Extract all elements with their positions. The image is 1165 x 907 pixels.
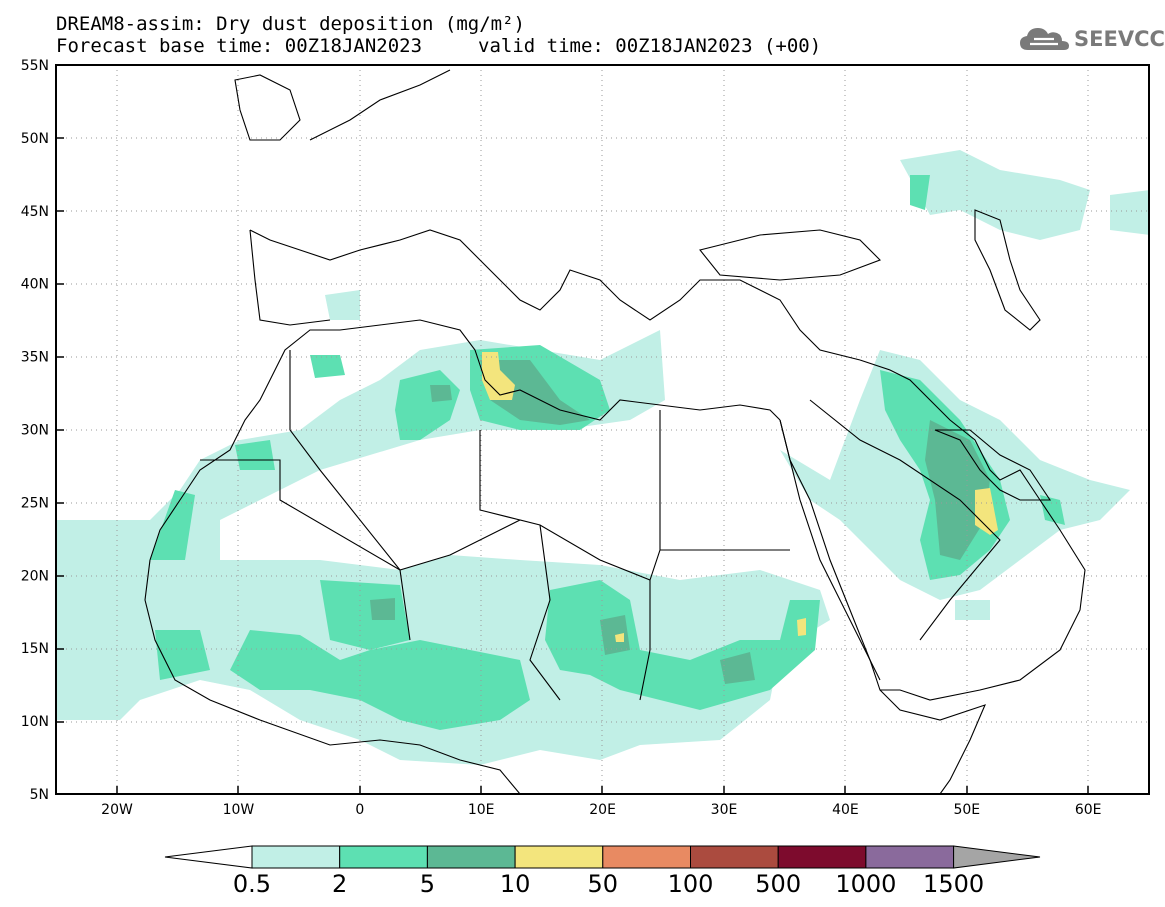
latitude-label: 35N bbox=[21, 350, 49, 366]
cloud-icon bbox=[1020, 28, 1069, 50]
logo-text: SEEVCCC bbox=[1074, 27, 1165, 51]
colorbar-label: 1000 bbox=[835, 870, 896, 898]
seevccc-logo bbox=[1018, 24, 1153, 56]
longitude-labels: 20W 10W 0 10E 20E 30E 40E 50E 60E bbox=[101, 802, 1101, 818]
latitude-label: 15N bbox=[21, 641, 49, 657]
longitude-label: 60E bbox=[1075, 802, 1102, 818]
colorbar-label: 5 bbox=[420, 870, 435, 898]
latitude-label: 10N bbox=[21, 714, 49, 730]
colorbar-swatch bbox=[690, 845, 779, 869]
colorbar-swatch bbox=[777, 845, 867, 869]
latitude-labels: 55N 50N 45N 40N 35N 30N 25N 20N 15N 10N 5N bbox=[21, 58, 49, 803]
colorbar: 0.5 2 5 10 50 100 500 1000 1500 bbox=[164, 845, 1041, 898]
forecast-base-time: Forecast base time: 00Z18JAN2023 bbox=[56, 35, 423, 57]
colorbar-high-arrow bbox=[953, 845, 1041, 869]
colorbar-label: 500 bbox=[755, 870, 801, 898]
longitude-label: 30E bbox=[711, 802, 738, 818]
latitude-label: 30N bbox=[21, 423, 49, 439]
longitude-label: 0 bbox=[355, 802, 364, 818]
colorbar-label: 1500 bbox=[923, 870, 984, 898]
colorbar-label: 2 bbox=[332, 870, 347, 898]
valid-time: valid time: 00Z18JAN2023 (+00) bbox=[478, 35, 822, 57]
colorbar-label: 100 bbox=[668, 870, 714, 898]
longitude-label: 10W bbox=[223, 802, 255, 818]
latitude-label: 50N bbox=[21, 131, 49, 147]
dust-shading-high bbox=[482, 352, 998, 642]
longitude-label: 10E bbox=[468, 802, 495, 818]
latitude-label: 25N bbox=[21, 495, 49, 511]
latitude-label: 45N bbox=[21, 204, 49, 220]
dust-shading-dark bbox=[370, 360, 990, 684]
colorbar-label: 50 bbox=[588, 870, 619, 898]
latitude-label: 5N bbox=[30, 787, 49, 803]
colorbar-swatch bbox=[426, 845, 516, 869]
colorbar-swatch bbox=[251, 845, 341, 869]
colorbar-label: 10 bbox=[500, 870, 531, 898]
colorbar-label: 0.5 bbox=[233, 870, 271, 898]
colorbar-low-arrow bbox=[164, 845, 253, 869]
latitude-label: 55N bbox=[21, 58, 49, 74]
colorbar-swatch bbox=[514, 845, 604, 869]
longitude-label: 50E bbox=[953, 802, 980, 818]
latitude-label: 20N bbox=[21, 568, 49, 584]
map-title: DREAM8-assim: Dry dust deposition (mg/m²… bbox=[56, 13, 525, 35]
latitude-label: 40N bbox=[21, 277, 49, 293]
tick-marks bbox=[56, 64, 1089, 794]
coastlines bbox=[144, 69, 1086, 794]
longitude-label: 20E bbox=[589, 802, 616, 818]
colorbar-swatch bbox=[865, 845, 955, 869]
longitude-label: 20W bbox=[101, 802, 133, 818]
colorbar-swatch bbox=[339, 845, 428, 869]
longitude-label: 40E bbox=[832, 802, 859, 818]
colorbar-swatch bbox=[602, 845, 691, 869]
